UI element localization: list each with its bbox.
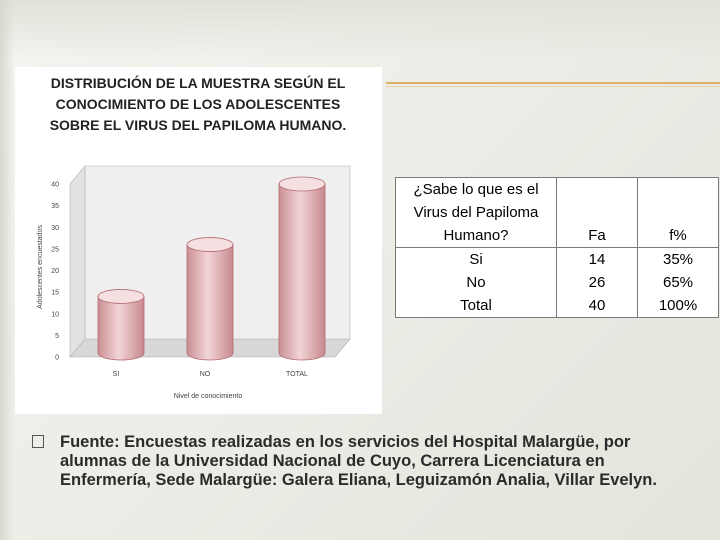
table-header-row: ¿Sabe lo que es el Virus del Papiloma Hu… (395, 177, 719, 248)
chart-side-wall (69, 165, 86, 358)
y-tick-label: 35 (51, 203, 59, 210)
row-label-no: No (466, 274, 486, 291)
row-label-total: Total (460, 297, 492, 314)
fa-values-cell: 14 26 40 (556, 247, 638, 318)
y-tick-label: 30 (51, 225, 59, 232)
background-left-shade (0, 0, 14, 540)
chart-title-line-2: CONOCIMIENTO DE LOS ADOLESCENTES (56, 96, 341, 112)
y-tick-label: 5 (55, 333, 59, 340)
square-bullet-icon (32, 435, 44, 448)
x-axis-ticks: SI NO TOTAL (113, 371, 308, 378)
bar-total (278, 183, 326, 361)
accent-line-thin (386, 86, 720, 87)
bar-top-total (278, 176, 326, 192)
source-note: Fuente: Encuestas realizadas en los serv… (60, 433, 657, 489)
x-tick-label: SI (113, 371, 120, 378)
y-tick-label: 40 (51, 182, 59, 189)
bar-group (97, 176, 326, 361)
y-tick-label: 20 (51, 268, 59, 275)
chart-title-line-1: DISTRIBUCIÓN DE LA MUESTRA SEGÚN EL (51, 74, 346, 91)
pct-value-si: 35% (662, 251, 694, 268)
fa-value-si: 14 (588, 251, 606, 268)
chart-title-line-3: SOBRE EL VIRUS DEL PAPILOMA HUMANO. (50, 117, 347, 133)
y-tick-label: 25 (51, 246, 59, 253)
x-tick-label: TOTAL (286, 371, 308, 378)
pct-header: f% (637, 177, 719, 248)
bar-chart: DISTRIBUCIÓN DE LA MUESTRA SEGÚN EL CONO… (37, 74, 351, 400)
y-axis-ticks: 0 5 10 15 20 25 30 35 40 (51, 182, 59, 362)
row-label-si: Si (469, 251, 483, 268)
pct-value-total: 100% (658, 297, 698, 314)
row-labels-cell: Si No Total (395, 247, 557, 318)
data-table: ¿Sabe lo que es el Virus del Papiloma Hu… (395, 177, 719, 318)
accent-line (386, 82, 720, 84)
y-tick-label: 10 (51, 311, 59, 318)
background-top-shade (0, 0, 720, 60)
bar-top-si (97, 289, 145, 304)
fa-value-no: 26 (588, 274, 606, 291)
x-tick-label: NO (200, 371, 211, 378)
y-axis-label: Adolescentes encuestados (37, 225, 44, 309)
question-cell: ¿Sabe lo que es el Virus del Papiloma Hu… (395, 177, 557, 248)
x-axis-label: Nivel de conocimiento (174, 393, 243, 400)
chart-panel: DISTRIBUCIÓN DE LA MUESTRA SEGÚN EL CONO… (15, 67, 382, 414)
fa-value-total: 40 (588, 297, 606, 314)
bar-si (97, 296, 145, 361)
pct-values-cell: 35% 65% 100% (637, 247, 719, 318)
bar-no (186, 244, 234, 361)
pct-value-no: 65% (662, 274, 694, 291)
table-row: Si No Total 14 26 40 35% 65% 100% (395, 247, 719, 318)
y-tick-label: 0 (55, 355, 59, 362)
fa-header: Fa (556, 177, 638, 248)
bar-top-no (186, 237, 234, 252)
y-tick-label: 15 (51, 290, 59, 297)
